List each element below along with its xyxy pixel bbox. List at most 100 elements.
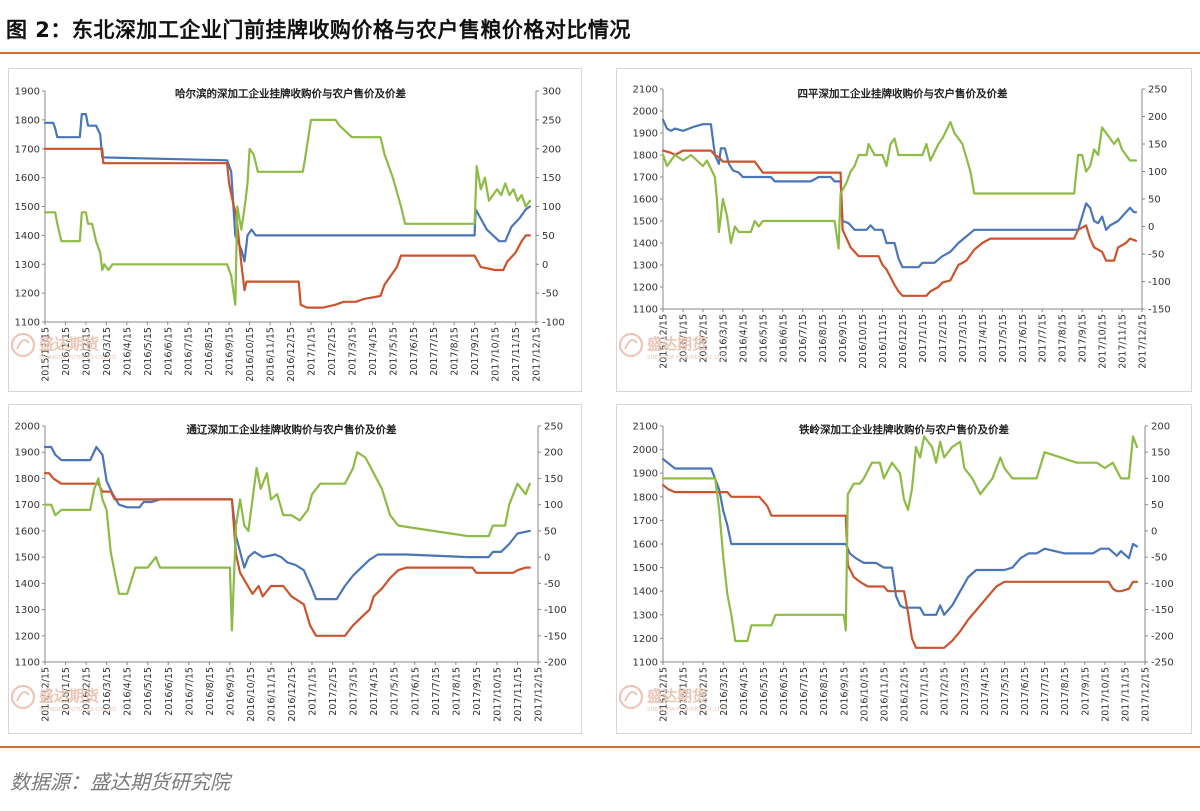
left-tick-label: 1400 [633, 239, 658, 250]
x-tick-label: 2017/10/15 [1100, 667, 1111, 722]
right-tick-label: 100 [1148, 167, 1167, 178]
right-tick-label: 150 [542, 173, 561, 184]
chart-panel-siping: 四平深加工企业挂牌收购价与农户售价及价差 1100 1200 1300 1400 1500… [616, 68, 1192, 392]
x-tick-label: 2017/5/15 [998, 314, 1009, 363]
x-tick-label: 2017/7/15 [431, 667, 442, 716]
left-tick-label: 1300 [15, 260, 40, 271]
right-tick-label: 100 [1151, 474, 1170, 485]
x-tick-label: 2016/3/15 [102, 667, 113, 716]
x-tick-label: 2017/4/15 [368, 327, 379, 376]
x-tick-label: 2017/5/15 [1000, 667, 1011, 716]
x-tick-label: 2016/4/15 [738, 314, 749, 363]
right-tick-label: -50 [1151, 553, 1167, 564]
x-tick-label: 2017/8/15 [1058, 314, 1069, 363]
right-tick-label: 250 [544, 422, 563, 433]
x-tick-label: 2015/12/15 [41, 327, 52, 382]
left-tick-label: 1600 [15, 526, 40, 537]
x-tick-label: 2016/2/15 [81, 327, 92, 376]
x-tick-label: 2017/10/15 [491, 327, 502, 382]
left-tick-label: 1400 [15, 579, 40, 590]
spread-line [661, 120, 1138, 250]
watermark-logo-icon [618, 332, 644, 358]
chart-title: 四平深加工企业挂牌收购价与农户售价及价差 [798, 87, 1008, 100]
left-tick-label: 1500 [15, 202, 40, 213]
x-tick-label: 2016/6/15 [779, 667, 790, 716]
chart-siping: 四平深加工企业挂牌收购价与农户售价及价差11001200130014001500… [618, 85, 1171, 369]
x-tick-label: 2016/12/15 [286, 327, 297, 382]
watermark-name-en: SHENGDA FUTURES CO.,LTD [39, 707, 117, 713]
x-tick-label: 2017/5/15 [390, 667, 401, 716]
left-tick-label: 1100 [633, 658, 658, 669]
right-tick-label: -150 [1148, 305, 1171, 316]
right-tick-label: 250 [542, 115, 561, 126]
x-tick-label: 2017/9/15 [470, 327, 481, 376]
x-tick-label: 2016/11/15 [266, 667, 277, 722]
farmer-price-line [661, 483, 1139, 649]
x-tick-label: 2016/9/15 [225, 667, 236, 716]
left-tick-label: 1300 [15, 605, 40, 616]
x-tick-label: 2017/3/15 [347, 327, 358, 376]
right-tick-label: 150 [1148, 140, 1167, 151]
left-tick-label: 1500 [633, 217, 658, 228]
x-tick-label: 2016/9/15 [225, 327, 236, 376]
watermark-logo-swirl-icon [624, 691, 638, 702]
x-tick-label: 2016/10/15 [245, 327, 256, 382]
watermark-logo-icon [10, 684, 36, 710]
x-tick-label: 2016/5/15 [758, 314, 769, 363]
source-note: 数据源：盛达期货研究院 [10, 770, 230, 794]
x-tick-label: 2017/12/15 [532, 327, 543, 382]
x-tick-label: 2016/3/15 [718, 314, 729, 363]
x-tick-label: 2017/1/15 [918, 314, 929, 363]
right-tick-label: 0 [1151, 526, 1157, 537]
left-tick-label: 1700 [633, 516, 658, 527]
x-tick-label: 2016/5/15 [759, 667, 770, 716]
left-tick-label: 1600 [15, 173, 40, 184]
spread-line [43, 451, 531, 632]
x-tick-label: 2017/12/15 [534, 667, 545, 722]
right-tick-label: -200 [544, 658, 567, 669]
right-tick-label: -50 [1148, 250, 1164, 261]
purchase-price-line [661, 457, 1139, 616]
x-tick-label: 2016/10/15 [858, 314, 869, 369]
x-tick-label: 2016/6/15 [164, 667, 175, 716]
figure-title: 图 2：东北深加工企业门前挂牌收购价格与农户售粮价格对比情况 [6, 18, 631, 42]
x-tick-label: 2017/2/15 [328, 667, 339, 716]
right-tick-label: 0 [544, 553, 550, 564]
watermark-logo-icon [618, 684, 644, 710]
left-tick-label: 1700 [15, 500, 40, 511]
x-tick-label: 2017/2/15 [940, 667, 951, 716]
watermark-name-en: SHENGDA FUTURES CO.,LTD [39, 355, 117, 361]
x-tick-label: 2017/11/15 [1120, 667, 1131, 722]
right-tick-label: 100 [544, 500, 563, 511]
left-tick-label: 1300 [633, 261, 658, 272]
x-tick-label: 2015/12/15 [659, 667, 670, 722]
watermark-logo-swirl-icon [16, 339, 30, 350]
chart-harbin: 哈尔滨的深加工企业挂牌收购价与农户售价及价差 1100 1200 1300 1400 15… [10, 87, 565, 382]
watermark-name: 盛达期货 [647, 687, 707, 705]
x-tick-label: 2016/8/15 [204, 327, 215, 376]
right-tick-label: 200 [1151, 422, 1170, 433]
right-tick-label: 50 [1151, 500, 1164, 511]
watermark-name-en: SHENGDA FUTURES CO.,LTD [647, 355, 725, 361]
x-tick-label: 2017/3/15 [958, 314, 969, 363]
x-tick-label: 2016/4/15 [123, 667, 134, 716]
farmer-price-line [43, 472, 531, 637]
chart-tieling: 铁岭深加工企业挂牌收购价与农户售价及价差11001200130014001500… [618, 422, 1174, 722]
x-tick-label: 2017/3/15 [960, 667, 971, 716]
left-tick-label: 1200 [15, 631, 40, 642]
left-tick-label: 1300 [633, 610, 658, 621]
x-tick-label: 2016/8/15 [818, 314, 829, 363]
x-tick-label: 2016/4/15 [122, 327, 133, 376]
left-tick-label: 1100 [633, 305, 658, 316]
x-tick-label: 2017/11/15 [513, 667, 524, 722]
x-tick-label: 2016/7/15 [799, 667, 810, 716]
right-tick-label: 150 [1151, 448, 1170, 459]
x-tick-label: 2016/1/15 [678, 314, 689, 363]
left-tick-label: 2100 [633, 422, 658, 433]
left-tick-label: 1900 [633, 129, 658, 140]
left-tick-label: 1900 [633, 469, 658, 480]
right-tick-label: 150 [544, 474, 563, 485]
right-tick-label: -50 [542, 289, 558, 300]
x-tick-label: 2016/6/15 [163, 327, 174, 376]
chart-panel-tongliao: 通辽深加工企业挂牌收购价与农户售价及价差 1100 1200 1300 1400 1500… [8, 404, 582, 734]
